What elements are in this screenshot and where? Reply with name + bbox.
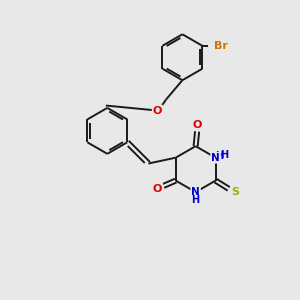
Text: N: N <box>211 153 220 163</box>
Text: H: H <box>215 151 223 161</box>
Text: H: H <box>220 150 228 160</box>
Text: H: H <box>191 195 199 205</box>
Text: S: S <box>231 187 239 197</box>
Text: O: O <box>192 120 202 130</box>
Text: O: O <box>153 106 162 116</box>
Text: O: O <box>153 184 162 194</box>
Text: Br: Br <box>214 41 228 51</box>
Text: N: N <box>191 187 200 197</box>
